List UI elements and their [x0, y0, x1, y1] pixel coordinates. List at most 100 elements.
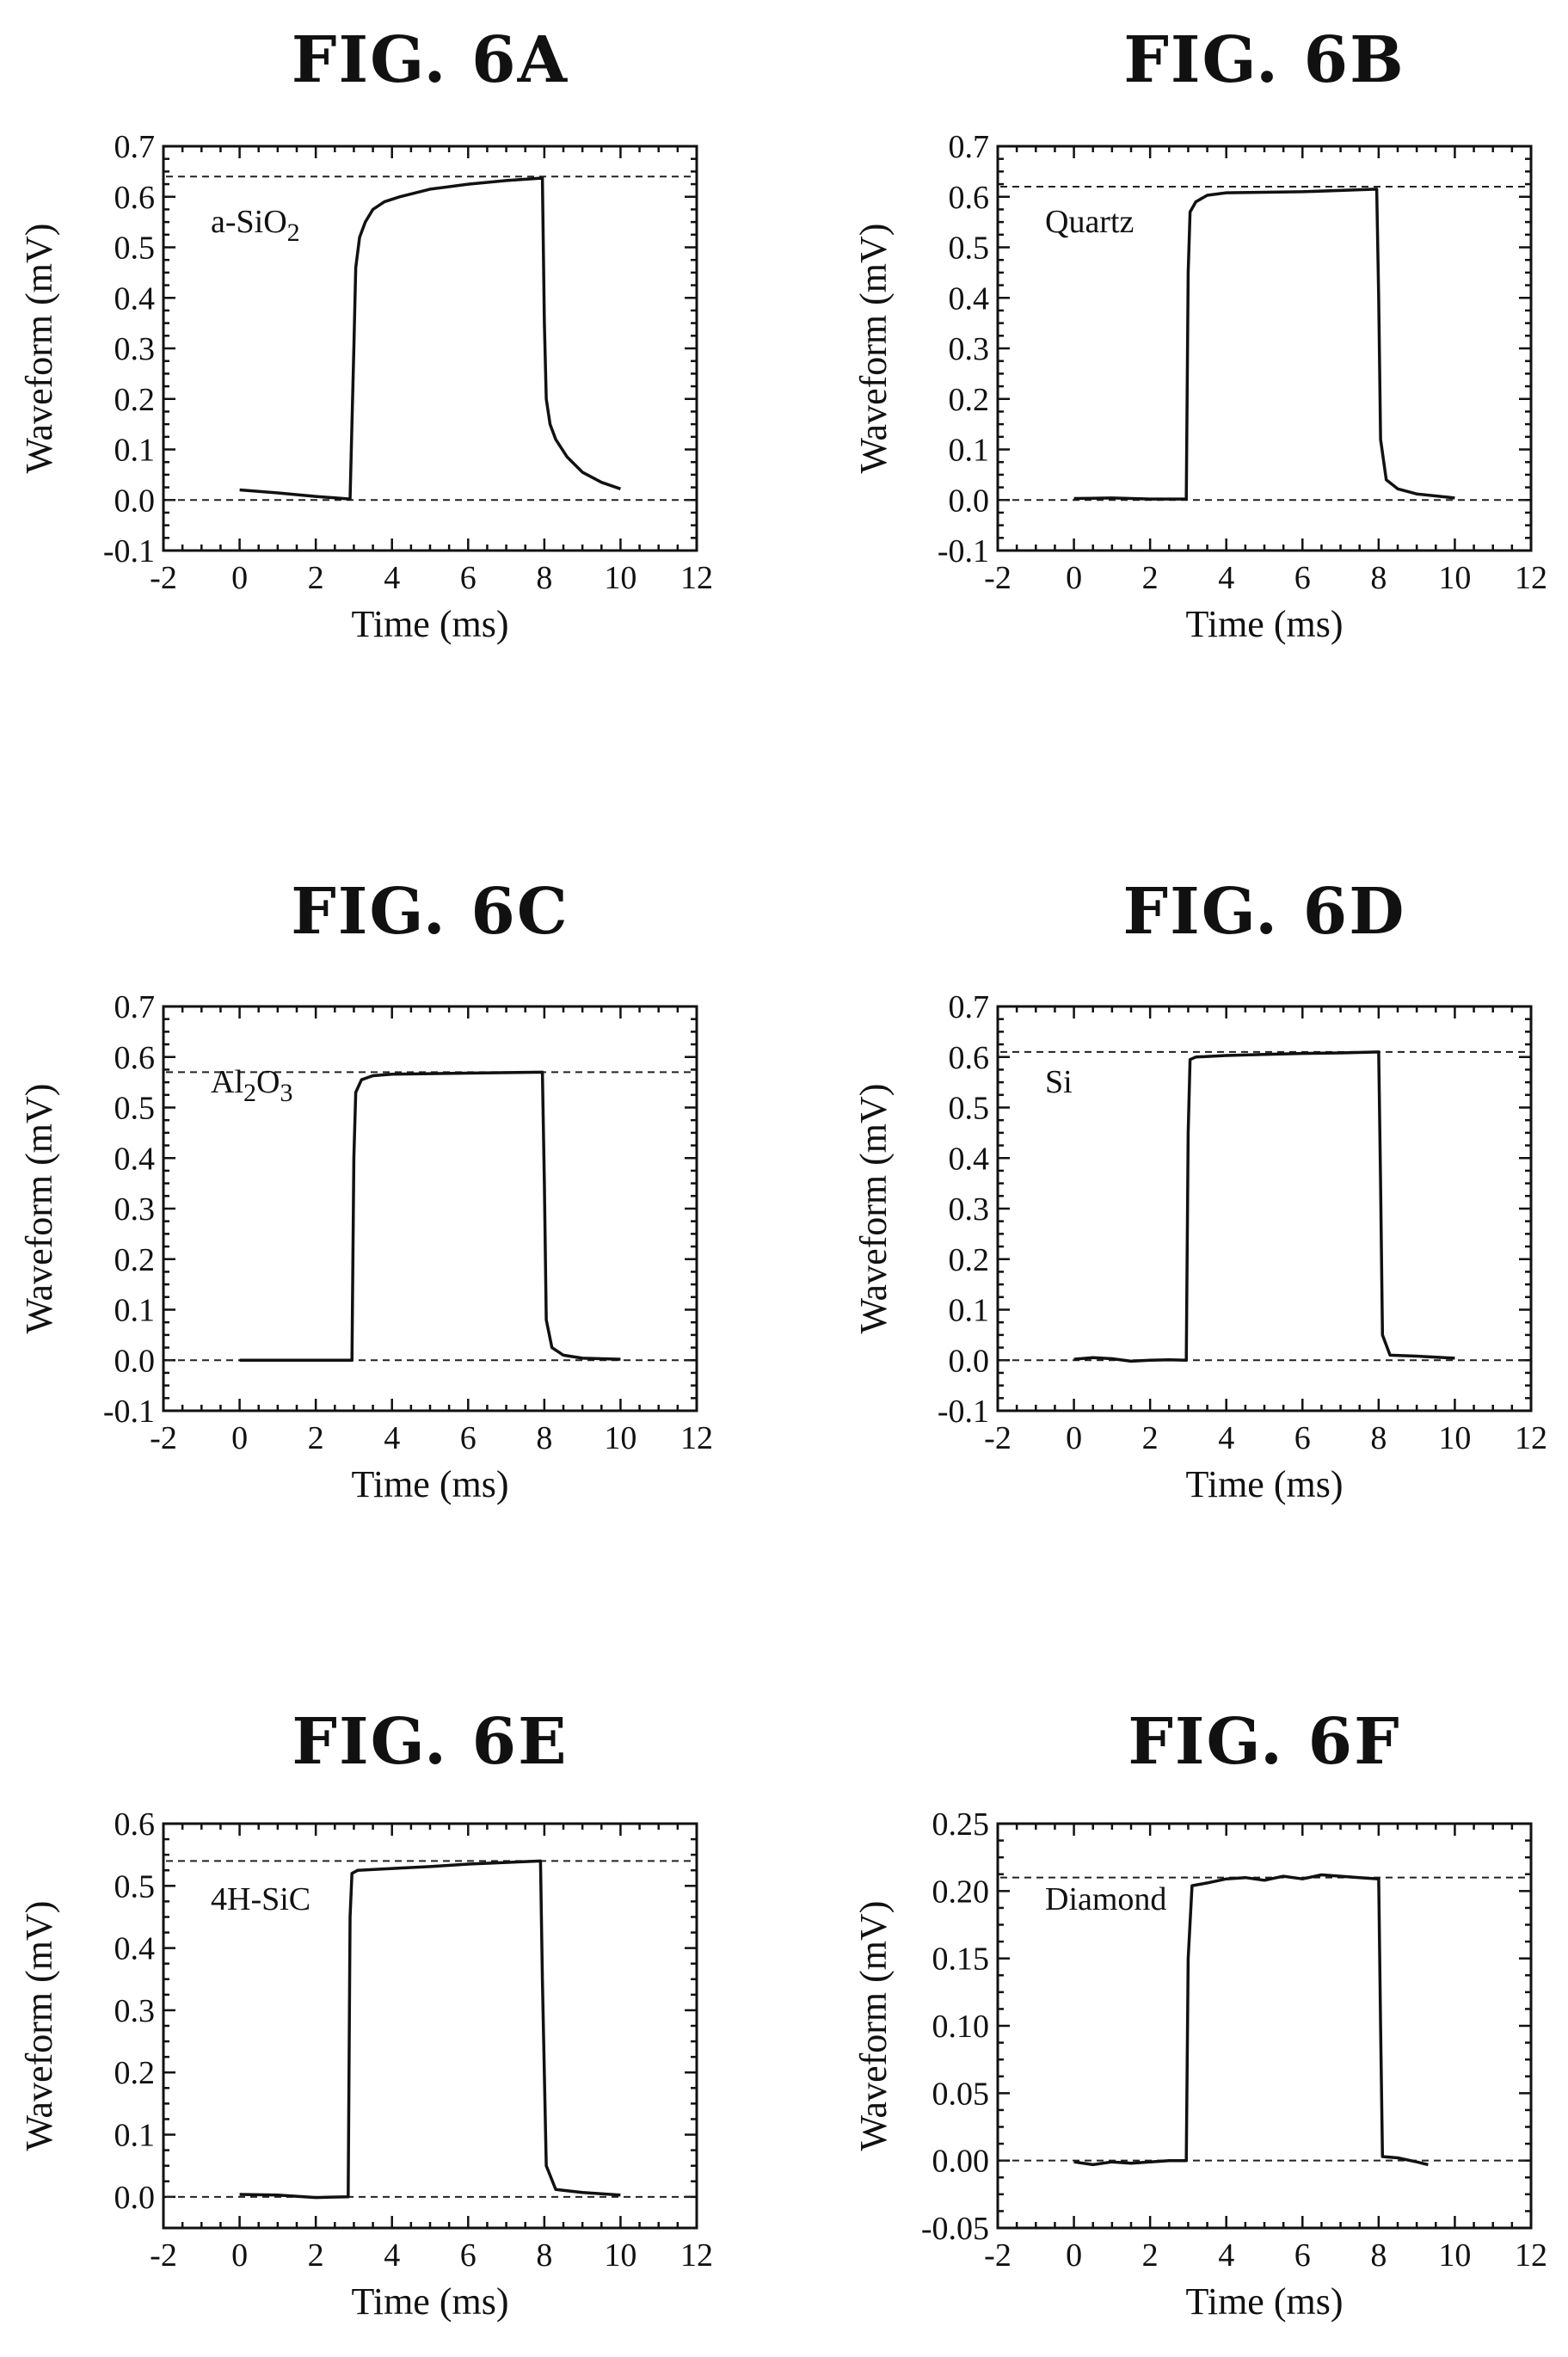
x-tick-label: -2: [150, 2237, 177, 2274]
y-tick-label: 0.1: [114, 2118, 156, 2154]
series-line: [239, 1070, 621, 1363]
x-tick-label: 6: [460, 1420, 477, 1456]
label-text: Quartz: [1045, 204, 1134, 240]
label-text: 4H-SiC: [211, 1881, 311, 1917]
x-tick-label: 4: [1218, 560, 1234, 596]
x-axis-label: Time (ms): [352, 2280, 509, 2323]
y-tick-label: 0.5: [114, 231, 156, 267]
y-tick-label: -0.1: [938, 533, 989, 569]
panel-title: FIG. 6D: [1123, 875, 1406, 949]
panel-a: FIG. 6A -2 0 2 4 6 8 10 12 -0.1 0.0 0.1 0.2 0.3 0.4 0.5…: [18, 23, 713, 645]
x-tick-label: 12: [680, 2237, 713, 2274]
y-tick-label: 0.6: [114, 180, 156, 216]
x-tick-label: 0: [231, 560, 248, 596]
panel-e: FIG. 6E -2 0 2 4 6 8 10 12 0.0 0.1 0.2 0.3 0.4 0.5 0.6 T…: [18, 1705, 713, 2323]
y-tick-label: 0.2: [114, 2055, 156, 2091]
y-tick-label: 0.0: [114, 483, 156, 519]
x-tick-label: -2: [984, 560, 1012, 596]
series-line: [239, 176, 621, 501]
y-tick-label: 0.25: [932, 1806, 990, 1843]
label-text: O: [256, 1064, 280, 1100]
x-tick-label: -2: [150, 560, 177, 596]
y-tick-label: 0.3: [114, 1191, 156, 1228]
x-tick-label: 6: [1294, 560, 1311, 596]
y-tick-label: 0.0: [949, 1343, 990, 1379]
x-tick-label: 12: [1515, 1420, 1547, 1456]
x-tick-label: 6: [1294, 1420, 1311, 1456]
x-axis-label: Time (ms): [352, 603, 509, 645]
label-text: Si: [1045, 1064, 1073, 1100]
y-tick-label: 0.5: [114, 1091, 156, 1127]
y-tick-label: -0.05: [921, 2211, 989, 2247]
x-tick-label: 4: [384, 1420, 400, 1456]
material-label: Si: [1045, 1064, 1073, 1100]
x-tick-label: 0: [231, 2237, 248, 2274]
series-line: [1073, 1050, 1455, 1363]
y-axis-label: Waveform (mV): [852, 1901, 895, 2151]
label-text: Diamond: [1045, 1881, 1166, 1917]
x-tick-label: 12: [680, 1420, 713, 1456]
y-tick-label: 0.7: [114, 989, 156, 1025]
y-tick-label: 0.4: [114, 1141, 156, 1177]
x-axis-label: Time (ms): [1186, 1463, 1344, 1505]
y-axis-label: Waveform (mV): [18, 224, 60, 474]
y-tick-label: 0.3: [114, 1993, 156, 2029]
x-tick-label: 0: [1066, 560, 1082, 596]
y-tick-label: -0.1: [938, 1394, 989, 1430]
x-tick-label: 12: [1515, 560, 1547, 596]
x-tick-label: 8: [1370, 1420, 1387, 1456]
x-tick-label: 8: [1370, 560, 1387, 596]
x-tick-label: 12: [680, 560, 713, 596]
y-tick-label: 0.4: [949, 280, 990, 317]
x-tick-label: 4: [1218, 2237, 1234, 2274]
y-axis-label: Waveform (mV): [852, 224, 895, 474]
x-tick-label: 10: [1438, 1420, 1471, 1456]
y-tick-label: 0.7: [114, 129, 156, 165]
y-tick-label: 0.2: [114, 1242, 156, 1278]
x-tick-label: 6: [460, 2237, 477, 2274]
panel-title: FIG. 6F: [1128, 1705, 1400, 1779]
panel-f: FIG. 6F -2 0 2 4 6 8 10 12 -0.05 0.00 0.05 0.10 0.15 0…: [852, 1705, 1547, 2323]
y-tick-label: 0.5: [949, 231, 990, 267]
x-axis-label: Time (ms): [1186, 2280, 1344, 2323]
x-tick-label: 12: [1515, 2237, 1547, 2274]
plot-frame: [162, 1005, 698, 1412]
plot-frame: [996, 1005, 1533, 1412]
material-label: Al2O3: [211, 1064, 292, 1107]
y-axis-label: Waveform (mV): [852, 1084, 895, 1334]
y-tick-label: 0.00: [932, 2144, 990, 2180]
x-tick-label: 0: [1066, 1420, 1082, 1456]
series-line: [239, 1859, 621, 2200]
panel-title: FIG. 6E: [292, 1705, 568, 1779]
x-tick-label: -2: [150, 1420, 177, 1456]
x-tick-label: 4: [384, 2237, 400, 2274]
x-tick-label: 10: [1438, 2237, 1471, 2274]
y-tick-label: -0.1: [103, 533, 155, 569]
y-tick-label: 0.6: [114, 1806, 156, 1843]
x-tick-label: 8: [536, 560, 552, 596]
panel-b: FIG. 6B -2 0 2 4 6 8 10 12 -0.1 0.0 0.1 0.2 0.3 0.4 0.5…: [852, 23, 1547, 645]
panel-d: FIG. 6D -2 0 2 4 6 8 10 12 -0.1 0.0 0.1 0.2 0.3 0.4 0.5…: [852, 875, 1547, 1505]
x-tick-label: 10: [604, 560, 636, 596]
label-text: Al: [211, 1064, 243, 1100]
panel-title: FIG. 6C: [291, 875, 569, 949]
x-tick-label: 2: [308, 560, 324, 596]
y-tick-label: 0.10: [932, 2009, 990, 2045]
material-label: a-SiO2: [211, 204, 300, 247]
y-tick-label: 0.0: [949, 483, 990, 519]
y-tick-label: 0.15: [932, 1942, 990, 1978]
x-tick-label: 4: [1218, 1420, 1234, 1456]
y-tick-label: 0.0: [114, 1343, 156, 1379]
x-tick-label: 4: [384, 560, 400, 596]
y-tick-label: 0.7: [949, 989, 990, 1025]
y-tick-label: 0.5: [949, 1091, 990, 1127]
y-tick-label: 0.3: [114, 331, 156, 367]
y-tick-label: 0.1: [949, 433, 990, 469]
y-tick-label: 0.6: [114, 1040, 156, 1076]
y-tick-label: 0.6: [949, 180, 990, 216]
x-tick-label: 2: [308, 2237, 324, 2274]
x-tick-label: -2: [984, 2237, 1012, 2274]
x-tick-label: 8: [1370, 2237, 1387, 2274]
x-tick-label: 8: [536, 1420, 552, 1456]
